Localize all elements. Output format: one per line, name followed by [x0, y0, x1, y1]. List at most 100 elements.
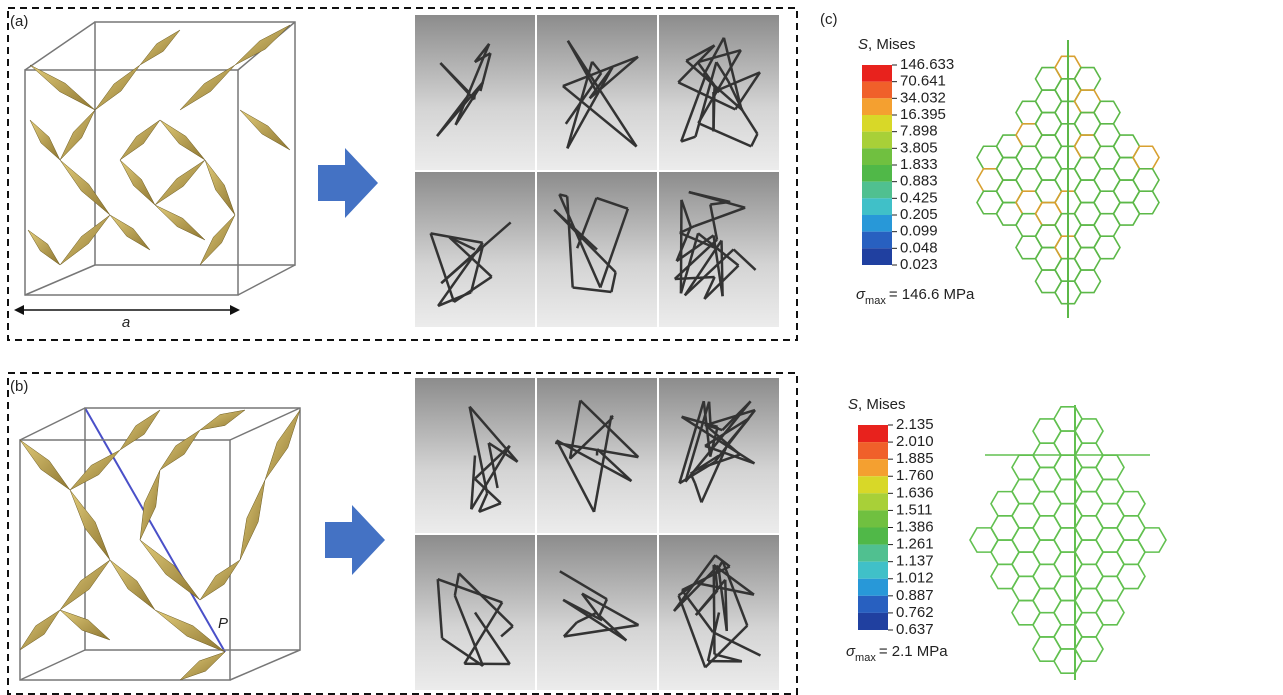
color-swatch	[858, 493, 888, 510]
strut	[60, 110, 95, 160]
strut	[120, 160, 155, 205]
cell-edge	[230, 650, 300, 680]
arrow	[318, 148, 378, 218]
sigma-sub: max	[855, 652, 876, 664]
arrow	[325, 505, 385, 575]
lattice-cell	[1075, 270, 1101, 293]
max-stress: σmax= 146.6 MPa	[856, 286, 975, 307]
lattice-cell	[1075, 68, 1101, 91]
strut	[140, 540, 200, 600]
legend-value: 0.099	[900, 223, 938, 240]
rod	[714, 565, 715, 654]
legend-title-text: , Mises	[858, 396, 906, 413]
lattice-cell	[1133, 191, 1159, 214]
legend-value: 34.032	[900, 89, 946, 106]
legend-value: 0.762	[896, 604, 934, 621]
strut	[265, 410, 300, 480]
color-swatch	[858, 425, 888, 442]
color-swatch	[862, 98, 892, 115]
strut	[155, 205, 205, 240]
legend-value: 1.636	[896, 484, 934, 501]
color-swatch	[858, 579, 888, 596]
point-label: P	[218, 615, 228, 632]
strut	[60, 160, 110, 215]
strut	[200, 215, 235, 265]
strut	[30, 65, 95, 110]
strut	[120, 120, 160, 160]
sigma-sub: max	[865, 295, 886, 307]
lattice-cell	[1117, 492, 1145, 516]
color-swatch	[862, 132, 892, 149]
strut	[95, 65, 140, 110]
legend-value: 16.395	[900, 106, 946, 123]
color-swatch	[858, 459, 888, 476]
color-swatch	[862, 82, 892, 99]
strut	[110, 215, 150, 250]
lattice-cell	[1094, 236, 1120, 259]
legend-value: 0.425	[900, 189, 938, 206]
diagonal	[85, 408, 225, 652]
cell-edge	[20, 650, 85, 680]
color-swatch	[862, 65, 892, 82]
figure: (a) (b) (c) a P S, Mises146.63370.64134.…	[0, 0, 1283, 695]
cell-edge	[25, 22, 95, 70]
cell-edge	[20, 408, 85, 440]
color-swatch	[862, 182, 892, 199]
legend-title-text: , Mises	[868, 36, 916, 53]
strut	[240, 110, 290, 150]
cell-edge	[238, 265, 295, 295]
strut	[110, 560, 155, 610]
legend-value: 1.833	[900, 156, 938, 173]
strut	[160, 120, 205, 160]
legend-value: 1.386	[896, 518, 934, 535]
strut	[20, 440, 70, 490]
lattice-cell	[1096, 455, 1124, 479]
strut	[240, 480, 265, 560]
rod	[722, 240, 723, 296]
arrow-head	[14, 305, 24, 315]
legend-value: 1.261	[896, 536, 934, 553]
dimension-label: a	[122, 314, 130, 331]
legend-value: 2.135	[896, 416, 934, 433]
color-swatch	[862, 115, 892, 132]
color-swatch	[862, 248, 892, 265]
strut	[140, 30, 180, 65]
strut	[180, 652, 225, 680]
cell-edge	[85, 408, 300, 650]
strut	[140, 470, 160, 540]
color-swatch	[862, 232, 892, 249]
strut	[60, 215, 110, 265]
strut	[70, 450, 120, 490]
lattice-cell	[1094, 101, 1120, 124]
color-swatch	[862, 148, 892, 165]
legend-value: 0.048	[900, 239, 938, 256]
panel-label: (c)	[820, 11, 838, 28]
page: (a) (b) (c) a P S, Mises146.63370.64134.…	[0, 0, 1283, 695]
legend-value: 1.885	[896, 450, 934, 467]
legend-symbol: S	[848, 396, 858, 413]
lattice-cell	[1133, 146, 1159, 169]
strut	[28, 230, 60, 265]
color-swatch	[862, 198, 892, 215]
color-swatch	[858, 442, 888, 459]
legend-value: 0.205	[900, 206, 938, 223]
legend-value: 70.641	[900, 73, 946, 90]
legend-value: 2.010	[896, 433, 934, 450]
cell-edge	[25, 265, 95, 295]
color-swatch	[858, 476, 888, 493]
legend-value: 7.898	[900, 123, 938, 140]
legend-title: S, Mises	[848, 396, 906, 413]
legends: S, Mises146.63370.64134.03216.3957.8983.…	[846, 36, 975, 664]
max-value: = 2.1 MPa	[879, 643, 948, 660]
color-swatch	[858, 596, 888, 613]
strut	[205, 160, 235, 215]
max-stress: σmax= 2.1 MPa	[846, 643, 948, 664]
legend-value: 146.633	[900, 56, 954, 73]
strut	[20, 610, 60, 650]
legend-value: 1.760	[896, 467, 934, 484]
max-value: = 146.6 MPa	[889, 286, 975, 303]
strut	[30, 120, 60, 160]
color-swatch	[858, 562, 888, 579]
color-swatch	[858, 545, 888, 562]
strut	[160, 430, 200, 470]
